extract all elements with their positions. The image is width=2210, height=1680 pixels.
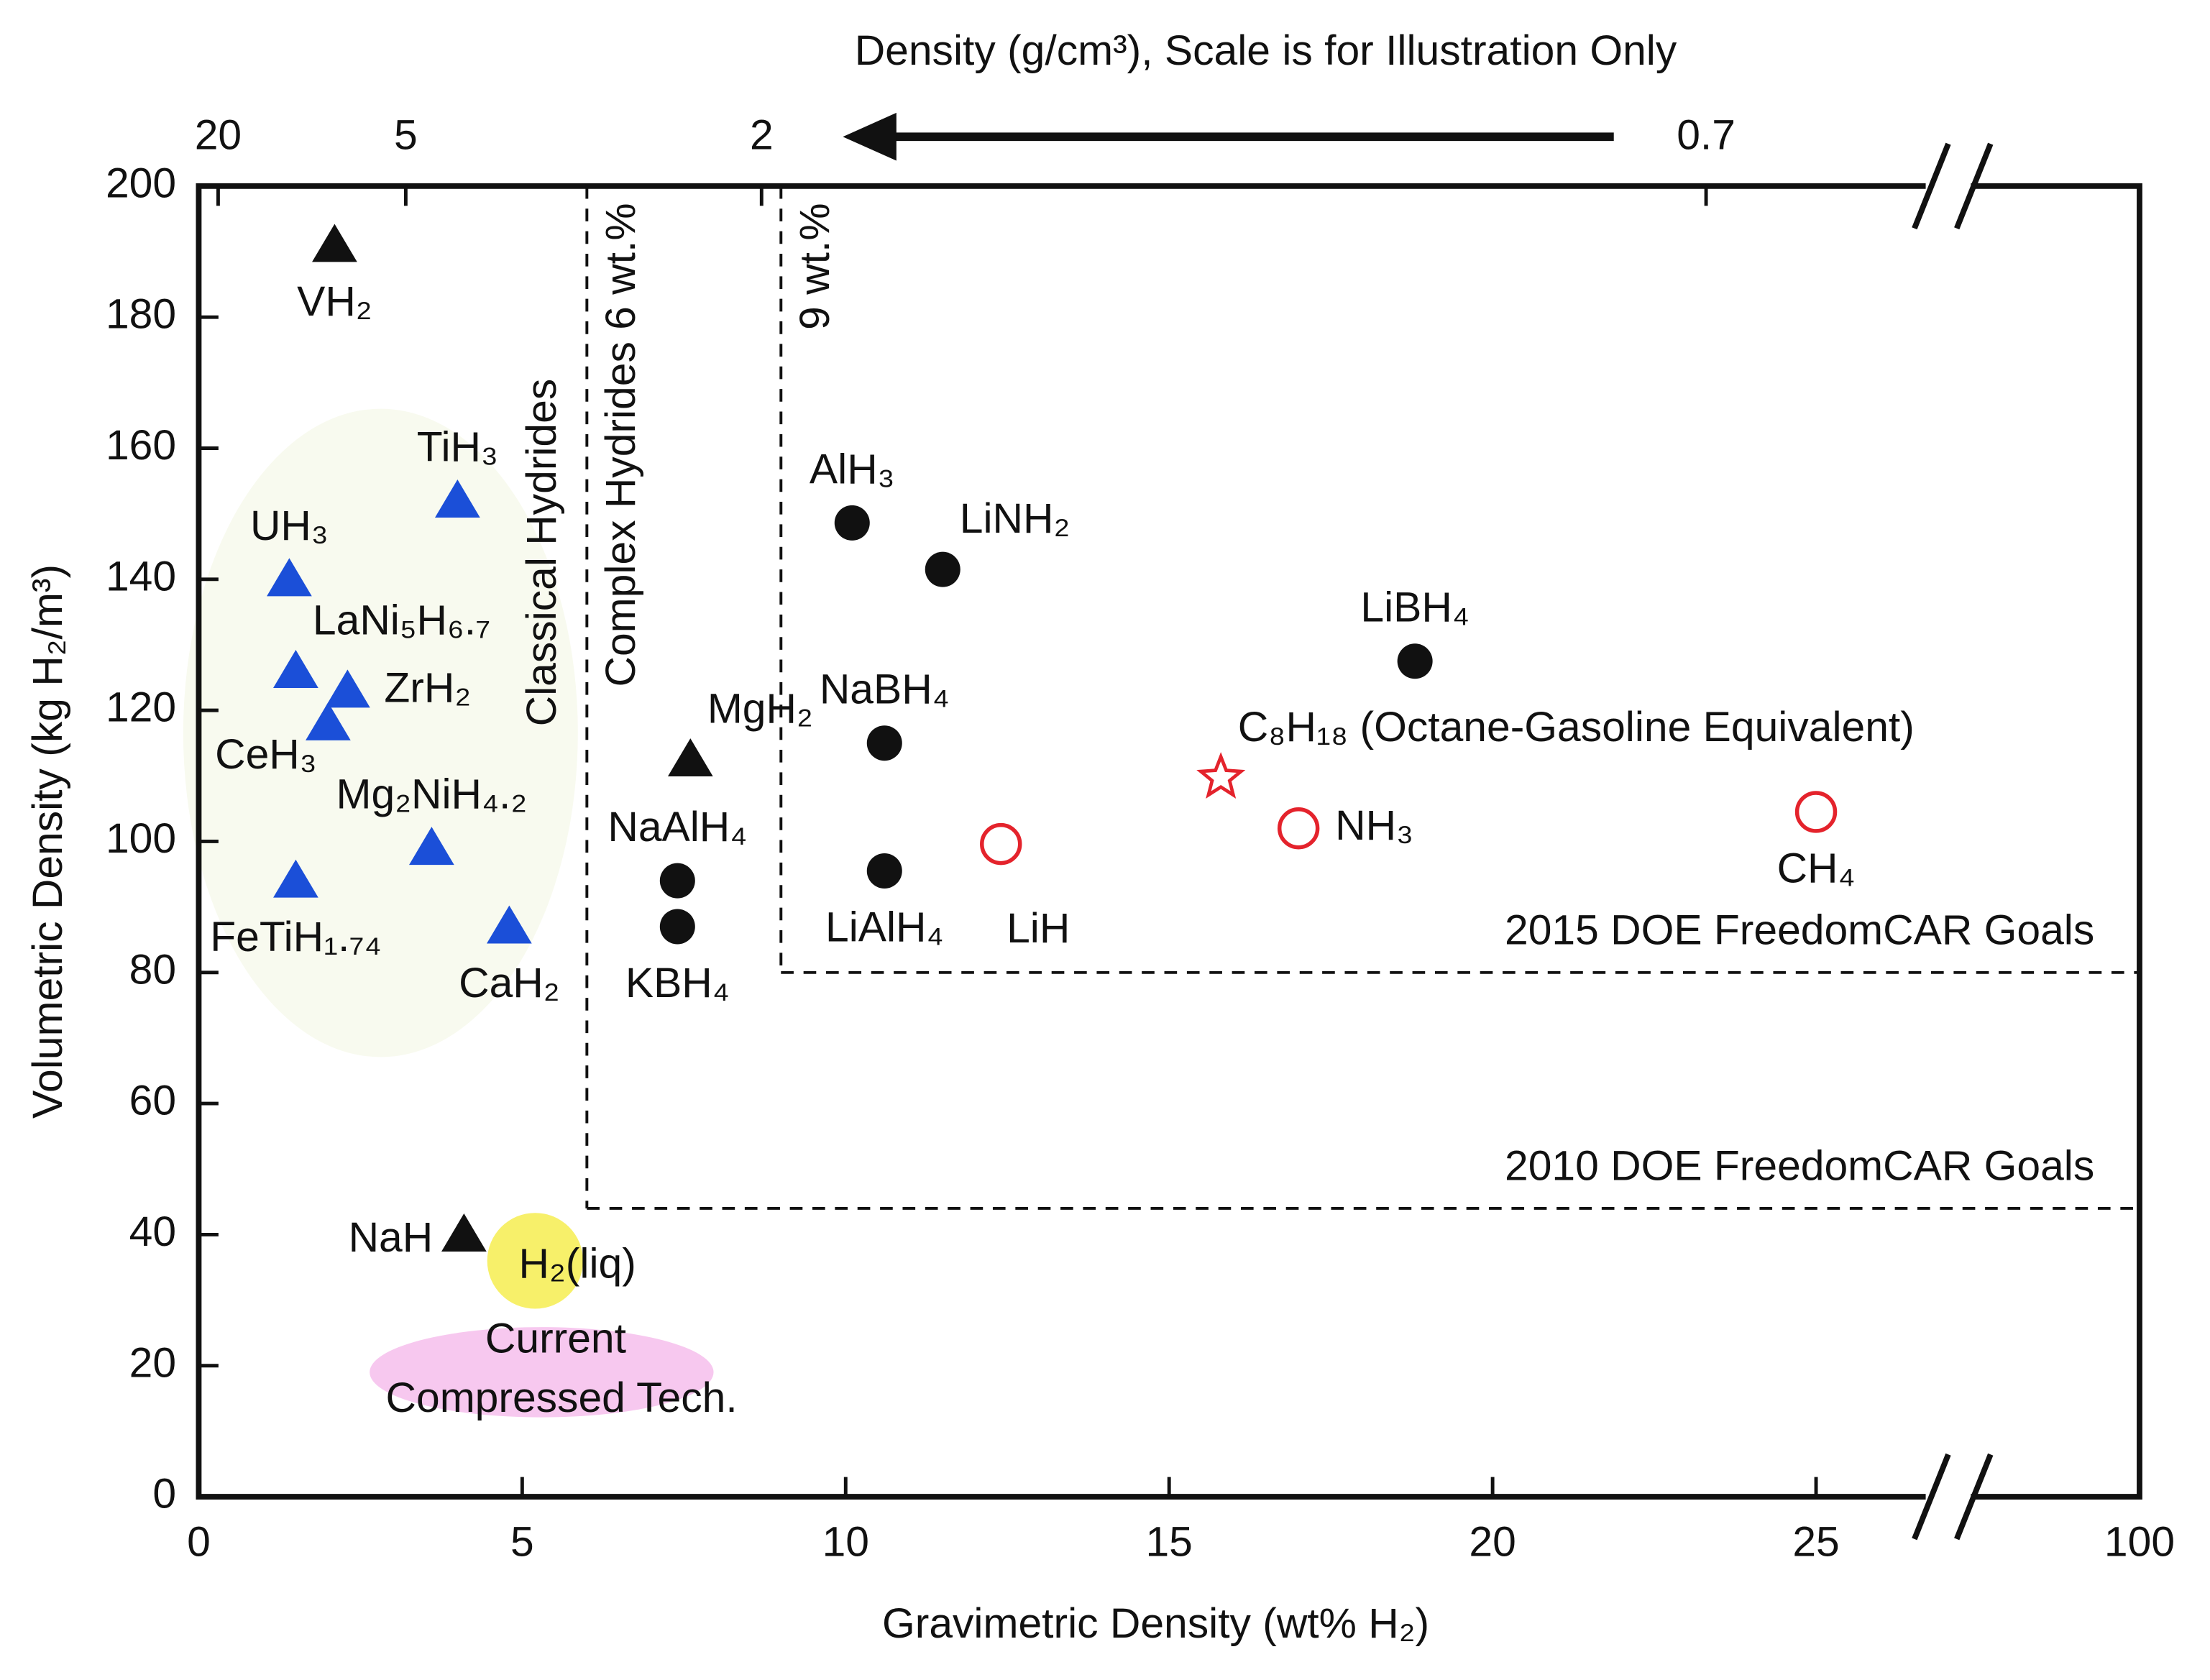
disc-point — [487, 1213, 584, 1309]
triangle-point — [273, 650, 318, 688]
axis-break — [1912, 1453, 1951, 1541]
y-tick-label: 120 — [106, 684, 176, 731]
y-axis-label: Volumetric Density (kg H₂/m³) — [24, 564, 71, 1119]
triangle-point — [325, 669, 370, 708]
y-tick-label: 100 — [106, 815, 176, 862]
point-label: KBH₄ — [625, 960, 730, 1006]
x-tick-label: 15 — [1145, 1518, 1192, 1565]
point-label: NaH — [349, 1214, 434, 1261]
triangle-point — [312, 224, 357, 262]
goal-label: 2015 DOE FreedomCAR Goals — [1505, 906, 2094, 953]
circle-point — [659, 909, 695, 945]
point-label: CeH₃ — [215, 731, 317, 778]
point-label: MgH₂ — [707, 685, 813, 732]
region-label: Current Compressed Tech. — [374, 1315, 737, 1420]
top-tick-label: 5 — [394, 112, 418, 159]
point-label: VH₂ — [297, 278, 372, 325]
point-label: LaNi₅H₆.₇ — [313, 597, 490, 643]
point-label: UH₃ — [250, 502, 329, 549]
ring-point — [1794, 791, 1838, 833]
x-tick-label: 20 — [1469, 1518, 1516, 1565]
region — [370, 1327, 714, 1418]
divider-label: Classical Hydrides — [518, 379, 565, 727]
circle-point — [834, 505, 870, 541]
circle-point — [659, 863, 695, 899]
axis-break — [1954, 142, 1994, 230]
point-label: NaAlH₄ — [607, 804, 747, 850]
y-tick-label: 80 — [129, 946, 176, 993]
axis-break — [1954, 1453, 1994, 1541]
ring-point — [1277, 807, 1320, 850]
top-tick-label: 2 — [750, 112, 774, 159]
point-label: LiAlH₄ — [825, 904, 944, 950]
circle-point — [925, 551, 960, 587]
triangle-point — [267, 558, 312, 597]
x-axis-label: Gravimetric Density (wt% H₂) — [882, 1600, 1429, 1647]
top-tick-label: 0.7 — [1677, 112, 1736, 159]
point-label: CaH₂ — [459, 960, 559, 1006]
point-label: TiH₃ — [417, 423, 498, 470]
triangle-point — [434, 479, 480, 518]
y-tick-label: 0 — [152, 1471, 176, 1518]
axis-break — [1912, 142, 1951, 230]
arrow-head — [843, 112, 897, 161]
circle-point — [1397, 643, 1433, 679]
y-tick-label: 20 — [129, 1339, 176, 1386]
x-tick-label: 25 — [1792, 1518, 1839, 1565]
point-label: ZrH₂ — [384, 664, 471, 711]
triangle-point — [441, 1213, 487, 1252]
point-label: LiH — [1007, 905, 1070, 952]
point-label: H₂(liq) — [519, 1240, 636, 1287]
x-tick-label: 10 — [822, 1518, 869, 1565]
point-label: C₈H₁₈ (Octane-Gasoline Equivalent) — [1238, 704, 1915, 751]
circle-point — [866, 853, 902, 889]
goal-label: 2010 DOE FreedomCAR Goals — [1505, 1143, 2094, 1190]
star-point — [1196, 752, 1246, 799]
point-label: LiBH₄ — [1360, 584, 1469, 631]
divider-label: 9 wt.% — [792, 203, 838, 329]
y-tick-label: 160 — [106, 422, 176, 469]
top-tick-label: 20 — [195, 112, 242, 159]
y-tick-label: 180 — [106, 291, 176, 338]
y-tick-label: 60 — [129, 1078, 176, 1124]
triangle-point — [273, 859, 318, 898]
point-label: Mg₂NiH₄.₂ — [336, 771, 528, 818]
point-label: NaBH₄ — [820, 666, 950, 713]
ring-point — [980, 822, 1022, 866]
triangle-point — [306, 702, 351, 740]
point-label: NH₃ — [1335, 802, 1413, 849]
x-tick-label: 100 — [2104, 1518, 2175, 1565]
point-label: CH₄ — [1777, 845, 1856, 891]
y-tick-label: 40 — [129, 1208, 176, 1255]
x-tick-label: 0 — [187, 1518, 211, 1565]
point-label: AlH₃ — [810, 446, 895, 492]
circle-point — [866, 725, 902, 761]
point-label: FeTiH₁.₇₄ — [210, 914, 381, 960]
y-tick-label: 200 — [106, 160, 176, 206]
x-tick-label: 5 — [510, 1518, 534, 1565]
point-label: LiNH₂ — [960, 495, 1070, 542]
top-axis-title: Density (g/cm³), Scale is for Illustrati… — [855, 27, 1677, 74]
triangle-point — [409, 827, 454, 866]
triangle-point — [486, 905, 532, 944]
triangle-point — [667, 738, 713, 777]
divider-label: Complex Hydrides 6 wt.% — [597, 203, 644, 687]
y-tick-label: 140 — [106, 553, 176, 600]
